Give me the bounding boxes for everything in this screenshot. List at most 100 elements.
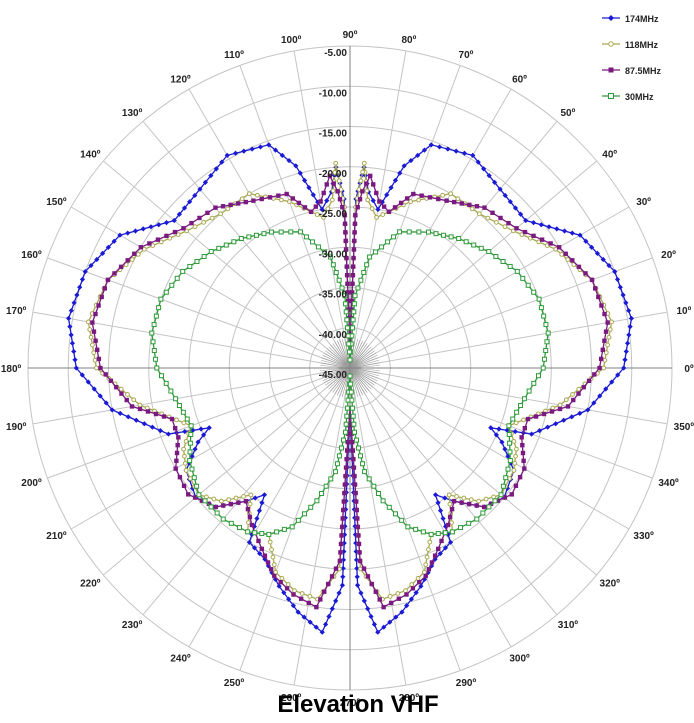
data-point — [491, 179, 498, 186]
grid-spoke — [47, 367, 351, 479]
data-point — [352, 221, 358, 226]
grid-spoke — [70, 206, 351, 369]
data-point — [355, 205, 360, 210]
data-point — [360, 169, 365, 175]
data-point — [505, 466, 511, 472]
data-point — [173, 466, 178, 471]
angular-tick-label: 300º — [509, 653, 530, 664]
data-point — [485, 215, 491, 221]
data-point — [388, 185, 394, 191]
data-point — [315, 199, 321, 205]
data-point — [576, 386, 582, 392]
data-point — [522, 425, 528, 431]
data-point — [365, 606, 371, 612]
data-point — [360, 189, 365, 194]
grid-center-line — [337, 340, 351, 369]
data-point — [105, 244, 111, 250]
data-point — [290, 603, 296, 609]
data-point — [539, 237, 545, 242]
data-point — [583, 238, 589, 244]
grid-center-line — [349, 352, 377, 369]
data-point — [527, 235, 533, 241]
data-point — [125, 414, 131, 420]
data-point — [251, 545, 258, 551]
data-point — [163, 289, 169, 295]
data-point — [284, 191, 289, 197]
data-point — [543, 348, 549, 354]
angular-tick-label: 290º — [456, 678, 477, 689]
data-point — [617, 284, 623, 290]
data-point — [351, 264, 356, 269]
data-point — [364, 188, 370, 194]
grid-center-line — [349, 367, 372, 390]
data-point — [349, 397, 355, 403]
data-point — [391, 234, 397, 240]
data-point — [271, 562, 277, 568]
data-point — [351, 456, 356, 462]
angular-tick-label: 70º — [459, 50, 474, 61]
data-point — [257, 550, 263, 557]
legend-label: 118MHz — [625, 40, 659, 50]
legend: 174MHz 118MHz 87.5MHz 30MHz — [602, 14, 662, 102]
data-point — [98, 365, 103, 371]
data-point — [350, 325, 356, 331]
data-point — [486, 504, 492, 510]
data-point — [137, 406, 143, 412]
grid-center-line — [321, 367, 351, 379]
data-point — [598, 356, 604, 362]
data-point — [361, 269, 367, 275]
angular-tick-label: 250º — [224, 678, 245, 689]
data-point — [206, 425, 212, 431]
data-point — [301, 177, 308, 183]
data-point — [351, 255, 356, 261]
data-point — [597, 393, 603, 399]
data-point — [351, 309, 357, 315]
grid-spoke — [349, 367, 630, 530]
data-point — [437, 508, 444, 514]
data-point — [623, 300, 629, 306]
data-point — [342, 293, 348, 299]
data-point — [355, 285, 361, 291]
data-point — [180, 409, 186, 415]
data-point — [612, 269, 618, 275]
data-point — [384, 192, 390, 198]
grid-spoke — [32, 311, 351, 369]
data-point — [340, 516, 345, 521]
data-point — [343, 301, 349, 307]
data-point — [344, 405, 350, 411]
data-point — [206, 501, 212, 507]
data-point — [352, 230, 357, 235]
data-point — [246, 191, 252, 197]
data-point — [346, 341, 352, 347]
data-point — [426, 547, 431, 552]
data-point — [507, 449, 513, 455]
grid-spoke — [349, 367, 407, 686]
radial-tick-label: -5.00 — [324, 48, 347, 59]
data-point — [325, 206, 331, 212]
grid-center-line — [334, 341, 351, 369]
data-point — [419, 193, 424, 198]
data-point — [182, 453, 187, 459]
data-point — [189, 466, 195, 472]
grid-center-line — [330, 367, 351, 392]
grid-spoke — [349, 160, 597, 369]
data-point — [249, 146, 255, 152]
data-point — [561, 417, 567, 423]
data-point — [124, 397, 129, 403]
data-point — [189, 453, 195, 459]
grid-spoke — [349, 121, 558, 369]
angular-tick-label: 40º — [602, 149, 617, 160]
data-point — [433, 231, 439, 237]
data-point — [536, 428, 543, 434]
data-point — [357, 558, 363, 564]
data-point — [169, 282, 175, 288]
data-point — [599, 303, 604, 308]
angular-tick-label: 90º — [343, 30, 358, 41]
data-point — [466, 501, 472, 507]
data-point — [445, 531, 451, 537]
data-point — [393, 614, 399, 620]
data-point — [74, 292, 80, 298]
data-point — [478, 245, 484, 251]
data-point — [514, 226, 519, 231]
data-point — [228, 202, 233, 208]
